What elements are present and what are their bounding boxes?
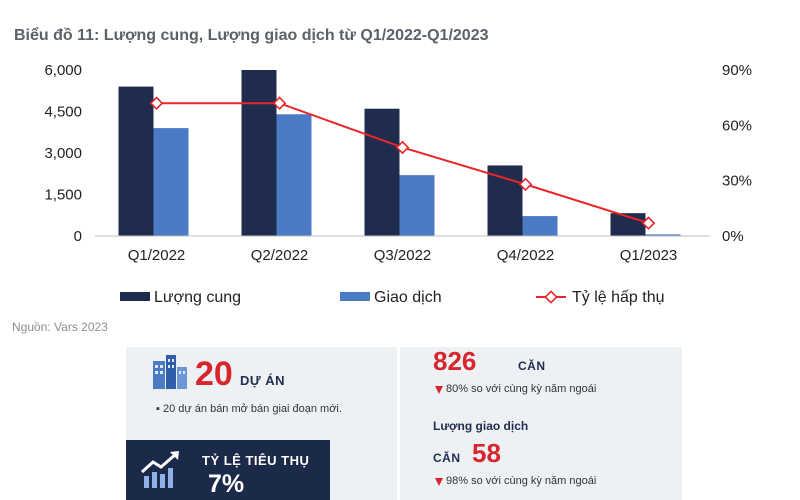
y-right-tick-label: 0% bbox=[722, 228, 744, 245]
bar-transactions bbox=[276, 114, 312, 236]
supply-value: 826 bbox=[433, 346, 477, 376]
project-unit: DỰ ÁN bbox=[240, 373, 286, 388]
bar-supply bbox=[118, 86, 154, 236]
legend-label: Giao dịch bbox=[374, 289, 442, 306]
bar-supply bbox=[364, 108, 400, 236]
y-left-tick-label: 0 bbox=[74, 228, 82, 245]
bar-transactions bbox=[153, 128, 189, 236]
x-tick-label: Q3/2022 bbox=[374, 247, 432, 264]
y-left-tick-label: 4,500 bbox=[44, 104, 82, 121]
trend-up-icon bbox=[140, 451, 179, 488]
absorption-point bbox=[518, 177, 533, 192]
legend-swatch bbox=[340, 292, 370, 301]
legend-marker bbox=[544, 290, 558, 304]
combo-chart: 0 1,500 3,000 4,500 6,000 0% 30% 60% 90% Q1/2022 Q… bbox=[44, 62, 752, 306]
supply-change: 80% so với cùng kỳ năm ngoái bbox=[435, 383, 596, 395]
panel-divider bbox=[397, 347, 400, 500]
transactions-unit: CĂN bbox=[433, 451, 461, 465]
absorption-label: TỶ LỆ TIÊU THỤ bbox=[202, 453, 310, 468]
absorption-point bbox=[149, 96, 164, 110]
transactions-label: Lượng giao dịch bbox=[433, 419, 529, 433]
y-right-tick-label: 90% bbox=[722, 62, 752, 79]
bar-transactions bbox=[522, 216, 558, 236]
absorption-box bbox=[126, 440, 330, 500]
supply-change-text: 80% so với cùng kỳ năm ngoái bbox=[446, 383, 597, 395]
transactions-change: 98% so với cùng kỳ năm ngoái bbox=[435, 475, 596, 487]
bar-supply bbox=[241, 70, 277, 236]
transactions-change-text: 98% so với cùng kỳ năm ngoái bbox=[446, 475, 597, 487]
absorption-point bbox=[272, 96, 287, 110]
bar-transactions bbox=[645, 234, 681, 236]
bar-transactions bbox=[399, 175, 435, 236]
y-left-tick-label: 1,500 bbox=[44, 187, 82, 204]
chart-title: Biểu đồ 11: Lượng cung, Lượng giao dịch … bbox=[14, 27, 489, 44]
x-tick-label: Q4/2022 bbox=[497, 247, 555, 264]
y-left-tick-label: 6,000 bbox=[44, 62, 82, 79]
bar-supply bbox=[487, 165, 523, 236]
legend-label: Lượng cung bbox=[154, 289, 241, 306]
down-arrow-icon bbox=[435, 386, 443, 394]
project-note: ▪ 20 dự án bán mở bán giai đoạn mới. bbox=[156, 403, 342, 415]
buildings-icon bbox=[153, 355, 187, 389]
source-note: Nguồn: Vars 2023 bbox=[12, 320, 108, 334]
x-tick-label: Q2/2022 bbox=[251, 247, 309, 264]
y-right-tick-label: 60% bbox=[722, 117, 752, 134]
legend-swatch bbox=[120, 292, 150, 301]
x-tick-label: Q1/2022 bbox=[128, 247, 186, 264]
legend-label: Tỷ lệ hấp thụ bbox=[572, 289, 665, 306]
absorption-value: 7% bbox=[208, 470, 245, 498]
x-tick-label: Q1/2023 bbox=[620, 247, 678, 264]
transactions-value: 58 bbox=[472, 438, 501, 468]
y-right-tick-label: 30% bbox=[722, 173, 752, 190]
supply-unit: CĂN bbox=[518, 359, 546, 373]
y-left-tick-label: 3,000 bbox=[44, 145, 82, 162]
absorption-point bbox=[395, 140, 410, 155]
absorption-point bbox=[641, 216, 656, 230]
down-arrow-icon bbox=[435, 478, 443, 486]
project-count: 20 bbox=[195, 355, 233, 393]
